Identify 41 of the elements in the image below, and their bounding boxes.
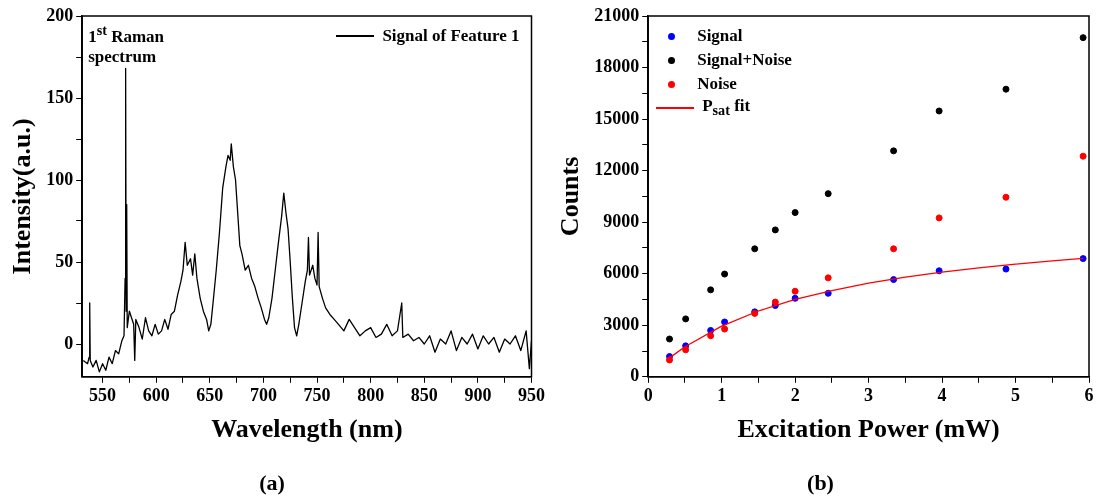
- x-tick-label: 0: [643, 385, 653, 406]
- x-tick-label: 5: [1011, 385, 1021, 406]
- x-axis-title: Wavelength (nm): [211, 413, 403, 443]
- y-tick-label: 6000: [603, 262, 640, 283]
- y-tick-label: 0: [630, 365, 640, 386]
- y-tick-label: 21000: [594, 4, 640, 25]
- x-tick-label: 800: [357, 385, 385, 406]
- y-tick-label: 50: [55, 250, 74, 271]
- y-tick-label: 15000: [594, 107, 640, 128]
- legend-label: P$_{sat}$ fit: [702, 96, 751, 120]
- y-tick-label: 0: [64, 332, 74, 353]
- x-tick-label: 750: [303, 385, 331, 406]
- y-tick-label: 3000: [603, 313, 640, 334]
- x-tick-label: 650: [196, 385, 224, 406]
- x-tick-label: 2: [790, 385, 800, 406]
- y-tick-label: 150: [46, 86, 74, 107]
- legend-label: Signal: [697, 26, 743, 46]
- y-tick-label: 200: [46, 4, 74, 25]
- x-tick-label: 6: [1084, 385, 1094, 406]
- y-tick-label: 18000: [594, 56, 640, 77]
- x-tick-label: 900: [464, 385, 492, 406]
- x-tick-label: 600: [142, 385, 170, 406]
- y-axis-title: Counts: [555, 156, 585, 237]
- legend-label: Signal of Feature 1: [382, 26, 520, 46]
- y-tick-label: 12000: [594, 159, 640, 180]
- annotation: 1$^{st}$ Raman spectrum: [88, 21, 166, 67]
- legend-label: Signal+Noise: [697, 50, 792, 70]
- x-axis-title: Excitation Power (mW): [737, 413, 1000, 443]
- x-tick-label: 700: [249, 385, 277, 406]
- text: (a): [259, 470, 285, 496]
- x-tick-label: 1: [717, 385, 727, 406]
- x-tick-label: 4: [937, 385, 947, 406]
- y-tick-label: 100: [46, 168, 74, 189]
- text: (b): [807, 470, 834, 496]
- x-tick-label: 950: [518, 385, 545, 406]
- y-tick-label: 9000: [603, 210, 640, 231]
- x-tick-label: 3: [864, 385, 874, 406]
- y-axis-title: Intensity(a.u.): [7, 118, 37, 275]
- legend-label: Noise: [697, 74, 737, 94]
- x-tick-label: 550: [89, 385, 117, 406]
- x-tick-label: 850: [410, 385, 438, 406]
